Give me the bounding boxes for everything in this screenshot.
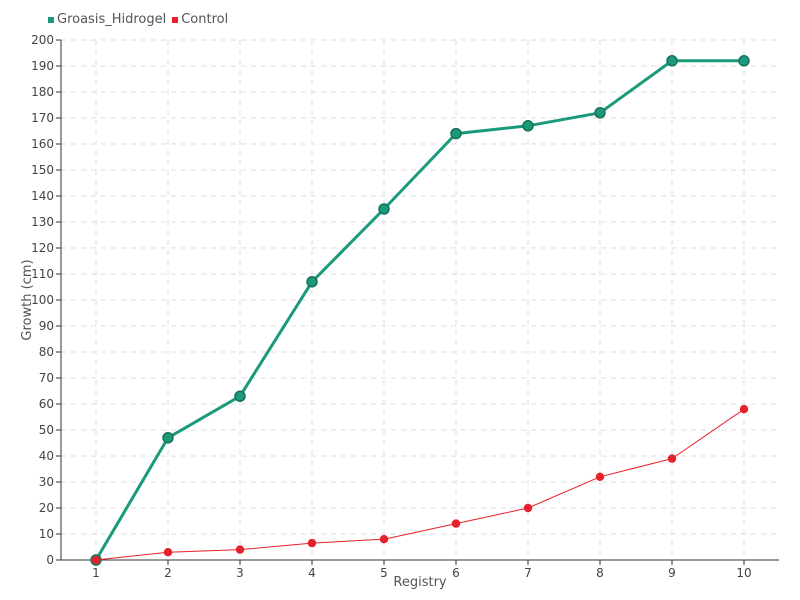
y-tick-label: 80 <box>39 345 54 359</box>
data-point-s1-7 <box>595 472 605 481</box>
y-tick-label: 0 <box>46 553 54 567</box>
y-tick-label: 190 <box>31 59 54 73</box>
data-point-s0-3 <box>306 276 318 288</box>
data-point-s1-1 <box>163 548 173 557</box>
data-point-s0-4 <box>378 203 390 215</box>
y-tick-label: 30 <box>39 475 54 489</box>
y-tick-label: 50 <box>39 423 54 437</box>
y-tick-label: 170 <box>31 111 54 125</box>
y-tick-label: 60 <box>39 397 54 411</box>
y-tick-label: 120 <box>31 241 54 255</box>
y-axis-title: Growth (cm) <box>20 259 35 340</box>
data-point-s0-9 <box>738 55 750 67</box>
y-tick-label: 90 <box>39 319 54 333</box>
x-tick-label: 2 <box>164 566 172 580</box>
data-point-s0-8 <box>666 55 678 67</box>
y-tick-label: 100 <box>31 293 54 307</box>
legend-item-control[interactable]: Control <box>172 12 228 27</box>
y-tick-label: 70 <box>39 371 54 385</box>
grid <box>61 39 779 560</box>
legend-label-groasis: Groasis_Hidrogel <box>57 12 167 27</box>
y-tick-label: 160 <box>31 137 54 151</box>
axes: 0102030405060708090100110120130140150160… <box>31 33 779 580</box>
data-point-s1-6 <box>523 503 533 513</box>
y-tick-label: 20 <box>39 501 54 515</box>
x-axis-title: Registry <box>393 575 447 590</box>
data-point-s1-3 <box>307 538 317 548</box>
series-lines <box>90 55 750 566</box>
legend-swatch-groasis <box>48 16 54 23</box>
legend-label-control: Control <box>181 12 229 27</box>
x-tick-label: 1 <box>92 566 100 580</box>
data-point-s1-5 <box>451 519 461 528</box>
x-tick-label: 4 <box>308 566 316 580</box>
x-tick-label: 9 <box>668 566 676 580</box>
data-point-s1-4 <box>379 535 389 544</box>
data-point-s0-7 <box>594 107 606 119</box>
y-tick-label: 150 <box>31 163 54 177</box>
y-tick-label: 110 <box>31 267 54 281</box>
legend-swatch-control <box>172 16 179 23</box>
x-tick-label: 8 <box>596 566 604 580</box>
data-point-s1-8 <box>667 454 677 463</box>
series-line-0 <box>94 59 744 561</box>
x-tick-label: 3 <box>236 566 244 580</box>
data-point-s1-2 <box>235 545 245 554</box>
y-tick-label: 40 <box>39 449 54 463</box>
x-tick-label: 6 <box>452 566 460 580</box>
data-point-s1-9 <box>739 405 749 414</box>
y-tick-label: 140 <box>31 189 54 203</box>
data-point-s0-1 <box>162 432 174 444</box>
x-tick-label: 7 <box>524 566 532 580</box>
axis-labels: Registry Growth (cm) <box>20 259 447 590</box>
data-point-s0-6 <box>522 120 534 132</box>
x-tick-label: 10 <box>736 566 751 580</box>
chart-legend: Groasis_Hidrogel Control <box>48 12 234 27</box>
y-tick-label: 130 <box>31 215 54 229</box>
y-tick-label: 10 <box>39 527 54 541</box>
series-line-1 <box>95 408 745 561</box>
y-tick-label: 200 <box>31 33 54 47</box>
data-point-s0-2 <box>234 390 246 402</box>
legend-item-groasis[interactable]: Groasis_Hidrogel <box>48 12 166 27</box>
y-tick-label: 180 <box>31 85 54 99</box>
data-point-s1-0 <box>91 555 101 565</box>
data-point-s0-5 <box>450 127 462 140</box>
x-tick-label: 5 <box>380 566 388 580</box>
